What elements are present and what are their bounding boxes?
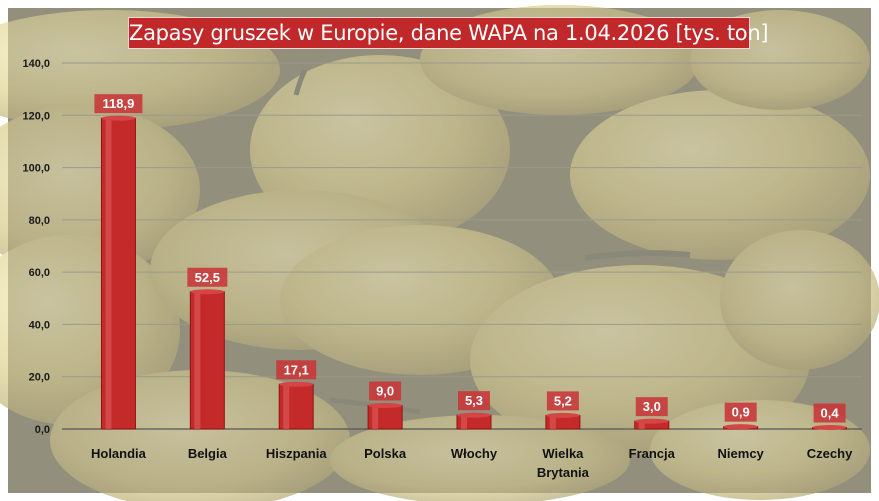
bars [100,115,848,430]
x-tick-label: Włochy [451,446,498,461]
data-label-bg [546,391,579,411]
data-label-bg [458,391,490,411]
y-tick-label: 120,0 [22,110,50,122]
data-label-3: 9,0 [369,381,402,401]
bar-cap [723,424,758,430]
data-label-text: 52,5 [195,270,220,285]
data-label-1: 52,5 [187,267,228,287]
bar-8 [812,425,848,430]
bar-highlight [549,415,556,429]
data-label-bg [94,94,143,114]
x-tick-label: Polska [364,446,407,461]
data-label-8: 0,4 [813,403,846,423]
data-label-text: 0,9 [732,405,750,420]
data-label-text: 5,2 [554,393,572,408]
data-label-text: 0,4 [821,406,840,421]
bar-6 [634,418,670,430]
data-labels: 118,9 52,5 17,1 9,0 5,3 5,2 3,0 0,9 0,4 [94,94,846,423]
bar-highlight [194,291,201,429]
bar-5 [545,412,581,430]
chart-title: Zapasy gruszek w Europie, dane WAPA na 1… [129,21,769,45]
data-label-6: 3,0 [635,397,668,417]
chart-title-box: Zapasy gruszek w Europie, dane WAPA na 1… [128,17,769,49]
data-label-text: 5,3 [465,393,483,408]
data-label-text: 9,0 [376,383,394,398]
data-label-text: 3,0 [643,399,661,414]
x-tick-label: Holandia [91,446,147,461]
bar-highlight [105,118,112,429]
bar-cap [545,412,580,418]
bar-cap [368,402,403,408]
data-label-text: 17,1 [284,362,309,377]
x-tick-label: Czechy [807,446,853,461]
bar-cap [190,289,225,295]
bar-highlight [461,415,467,429]
y-tick-label: 60,0 [29,267,50,279]
data-label-text: 118,9 [103,96,135,111]
gridlines [62,62,862,430]
y-tick-label: 140,0 [22,58,50,70]
data-label-bg [369,381,402,401]
y-tick-label: 80,0 [29,215,50,227]
bar-highlight [283,384,290,429]
y-tick-label: 100,0 [22,163,50,175]
y-tick-label: 40,0 [29,319,50,331]
data-label-0: 118,9 [94,94,143,114]
bar-0 [100,115,136,430]
data-label-2: 17,1 [276,360,317,380]
x-tick-label: Wielka Brytania [537,446,590,480]
y-tick-label: 20,0 [29,372,50,384]
data-label-bg [635,397,668,417]
y-axis-ticks: 0,0 20,0 40,0 60,0 80,0 100,0 120,0 140,0 [22,58,50,436]
x-tick-label: Hiszpania [266,446,327,461]
bar-highlight [638,421,645,429]
data-label-7: 0,9 [724,402,757,422]
x-tick-label: Niemcy [718,446,765,461]
data-label-bg [724,402,757,422]
bar-cap [812,425,847,430]
data-label-bg [187,267,228,287]
bar-cap [279,381,314,387]
bar-cap [634,418,669,424]
data-label-4: 5,3 [458,391,490,411]
bar-2 [278,381,314,430]
bar-3 [367,402,403,430]
bar-1 [189,289,225,430]
bar-cap [457,412,491,418]
data-label-5: 5,2 [546,391,579,411]
bar-highlight [372,405,379,429]
x-axis-labels: Holandia Belgia Hiszpania Polska Włochy Wielk… [91,446,853,480]
x-tick-label: Belgia [188,446,228,461]
bar-cap [101,115,136,121]
data-label-bg [276,360,317,380]
bar-7 [723,424,759,430]
x-tick-label: Francja [629,446,676,461]
bar-4 [456,412,492,430]
data-label-bg [813,403,846,423]
y-tick-label: 0,0 [35,424,50,436]
